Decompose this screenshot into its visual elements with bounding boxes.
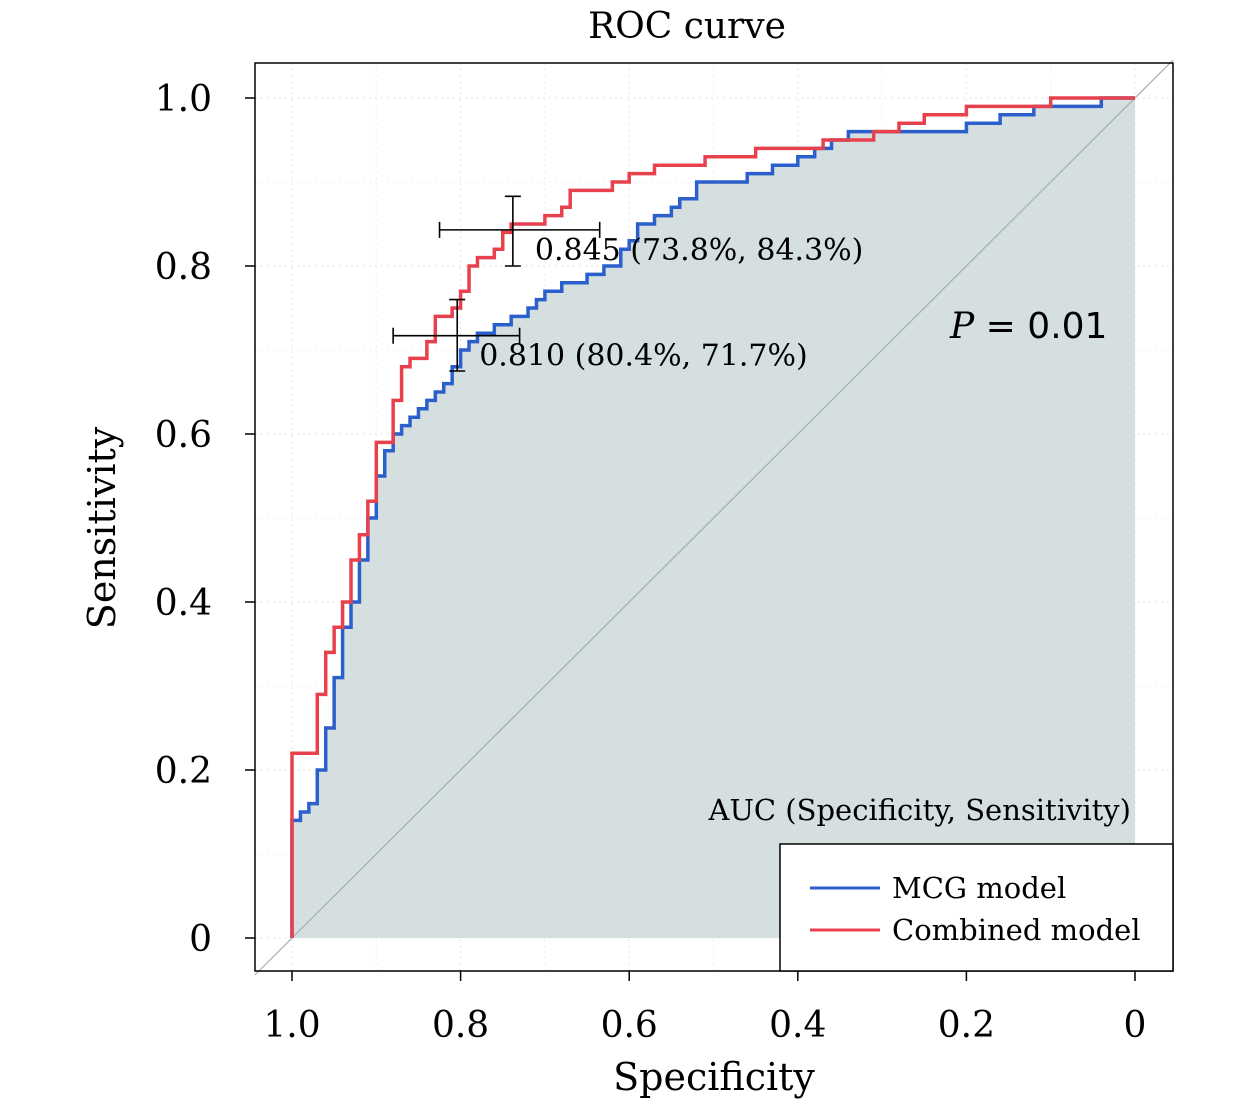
series-line-mcg <box>290 96 1135 938</box>
legend-label-mcg: MCG model <box>892 871 1066 905</box>
annotation-layer: 0.845 (73.8%, 84.3%) 0.810 (80.4%, 71.7%) <box>392 195 864 374</box>
chart-title: ROC curve <box>588 6 786 47</box>
annotation-label-1: 0.810 (80.4%, 71.7%) <box>479 339 808 374</box>
annotation-1: 0.810 (80.4%, 71.7%) <box>392 298 808 374</box>
x-tick-label-0: 1.0 <box>263 1005 320 1046</box>
x-tick-label-3: 0.4 <box>769 1005 826 1046</box>
series-layer <box>290 96 1135 938</box>
diagonal-reference-line <box>254 59 1174 976</box>
series-line-combined <box>290 96 1135 938</box>
legend-box <box>779 843 1174 972</box>
y-axis-label: Sensitivity <box>80 426 124 629</box>
x-tick-label-2: 0.6 <box>601 1005 658 1046</box>
x-tick-label-4: 0.2 <box>938 1005 995 1046</box>
legend: MCG model Combined model <box>779 843 1174 972</box>
x-tick-label-1: 0.8 <box>432 1005 489 1046</box>
plot-frame <box>254 62 1174 972</box>
annotation-0: 0.845 (73.8%, 84.3%) <box>438 195 864 268</box>
auc-caption: AUC (Specificity, Sensitivity) <box>708 793 1132 827</box>
y-tick-label-2: 0.4 <box>155 583 212 624</box>
y-tick-label-4: 0.8 <box>155 247 212 288</box>
x-axis: 1.0 0.8 0.6 0.4 0.2 0 <box>263 971 1146 1046</box>
legend-label-combined: Combined model <box>892 913 1141 947</box>
y-axis: 0 0.2 0.4 0.6 0.8 1.0 <box>155 79 255 960</box>
p-value-symbol: P <box>949 306 975 347</box>
x-axis-label: Specificity <box>613 1055 815 1099</box>
annotation-label-0: 0.845 (73.8%, 84.3%) <box>535 233 864 268</box>
y-tick-label-1: 0.2 <box>155 751 212 792</box>
y-tick-label-5: 1.0 <box>155 79 212 120</box>
p-value-text: P = 0.01 <box>949 306 1107 347</box>
x-tick-label-5: 0 <box>1124 1005 1147 1046</box>
y-tick-label-0: 0 <box>189 919 212 960</box>
p-value-rest: = 0.01 <box>974 306 1107 347</box>
y-tick-label-3: 0.6 <box>155 415 212 456</box>
